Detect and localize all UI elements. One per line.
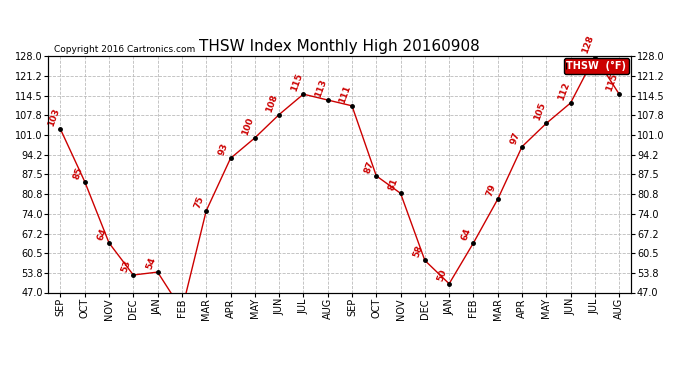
Title: THSW Index Monthly High 20160908: THSW Index Monthly High 20160908 (199, 39, 480, 54)
Text: 100: 100 (240, 116, 255, 136)
Text: 50: 50 (436, 268, 448, 282)
Text: 112: 112 (556, 81, 571, 102)
Text: 113: 113 (313, 78, 328, 99)
Text: 115: 115 (289, 72, 304, 93)
Text: Copyright 2016 Cartronics.com: Copyright 2016 Cartronics.com (54, 45, 195, 54)
Text: 111: 111 (337, 84, 353, 105)
Text: 105: 105 (532, 101, 546, 122)
Text: 87: 87 (363, 159, 376, 174)
Text: 41: 41 (0, 374, 1, 375)
Text: 128: 128 (580, 34, 595, 55)
Text: 97: 97 (509, 130, 522, 145)
Text: 103: 103 (46, 107, 61, 128)
Text: 115: 115 (605, 72, 620, 93)
Legend: THSW  (°F): THSW (°F) (564, 58, 629, 74)
Text: 93: 93 (217, 142, 230, 157)
Text: 75: 75 (193, 195, 206, 210)
Text: 58: 58 (411, 244, 424, 259)
Text: 79: 79 (484, 183, 497, 198)
Text: 64: 64 (96, 226, 108, 242)
Text: 85: 85 (72, 165, 84, 180)
Text: 54: 54 (144, 256, 157, 271)
Text: 81: 81 (387, 177, 400, 192)
Text: 108: 108 (265, 93, 279, 113)
Text: 64: 64 (460, 226, 473, 242)
Text: 53: 53 (120, 259, 132, 274)
